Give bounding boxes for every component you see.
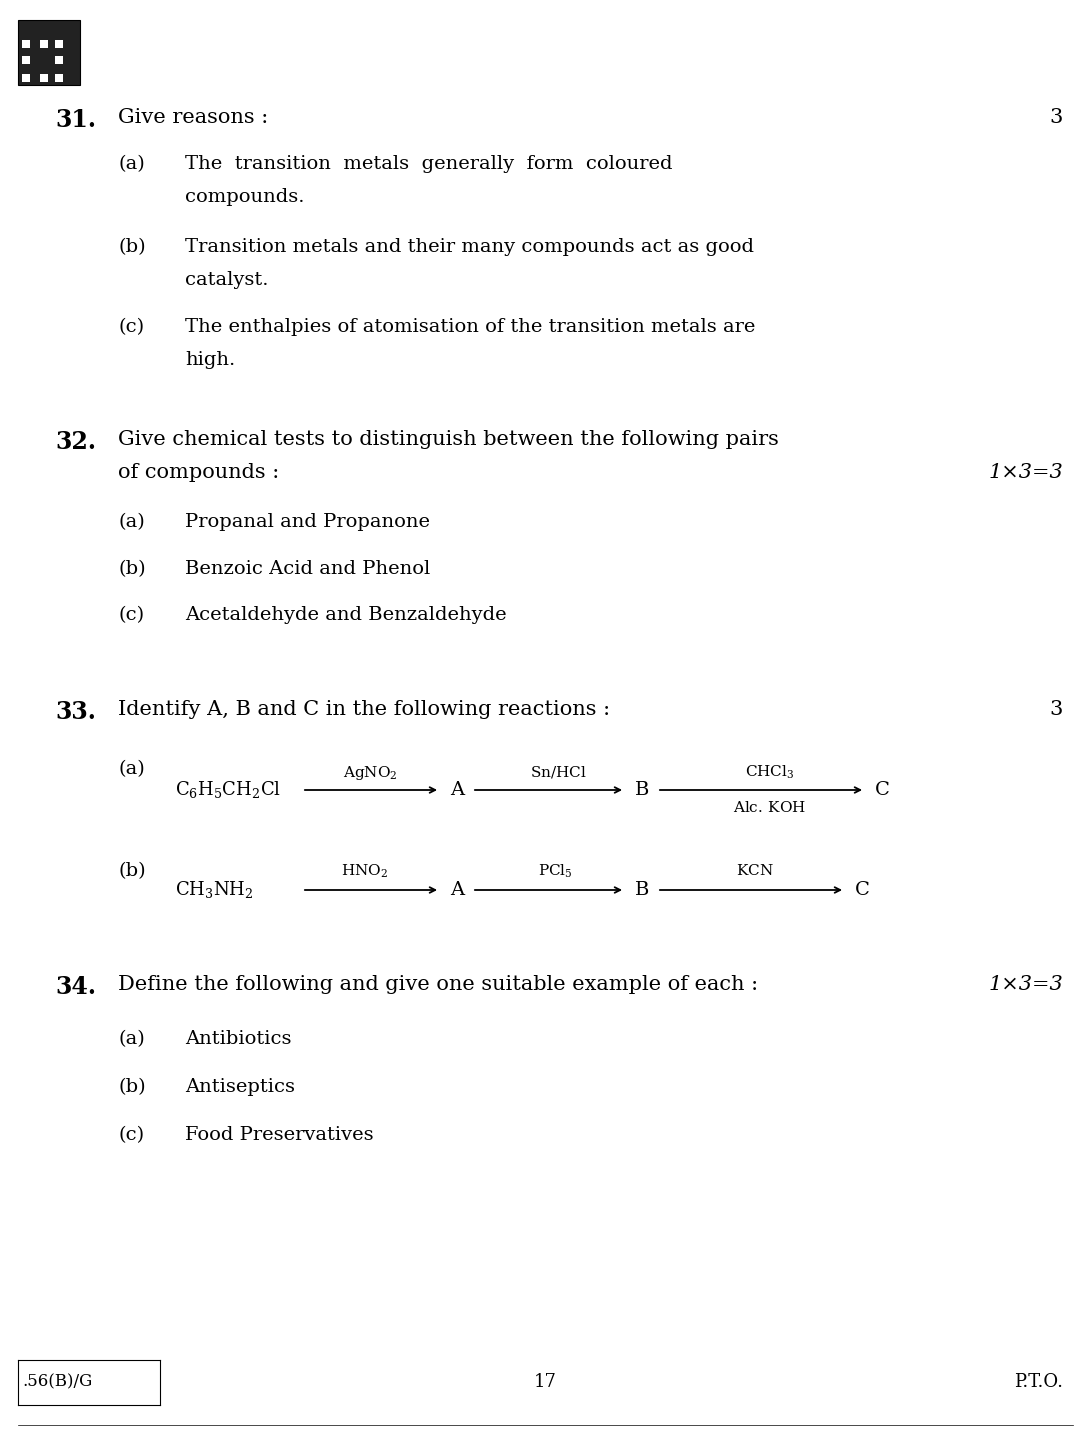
Text: The  transition  metals  generally  form  coloured: The transition metals generally form col…	[185, 155, 672, 173]
Text: Benzoic Acid and Phenol: Benzoic Acid and Phenol	[185, 561, 430, 578]
Text: $\mathregular{C_6H_5CH_2Cl}$: $\mathregular{C_6H_5CH_2Cl}$	[175, 779, 281, 801]
Bar	[40, 74, 48, 82]
Bar	[40, 40, 48, 48]
Text: $\mathregular{KCN}$: $\mathregular{KCN}$	[736, 863, 774, 879]
Text: 17: 17	[533, 1373, 556, 1392]
Text: 33.: 33.	[55, 699, 96, 724]
Text: $\mathregular{AgNO_2}$: $\mathregular{AgNO_2}$	[343, 764, 397, 782]
Text: 3: 3	[1050, 108, 1063, 127]
Text: Define the following and give one suitable example of each :: Define the following and give one suitab…	[118, 975, 758, 994]
Text: Identify A, B and C in the following reactions :: Identify A, B and C in the following rea…	[118, 699, 610, 720]
Text: .56(B)/G: .56(B)/G	[22, 1374, 93, 1390]
Text: (a): (a)	[118, 1030, 145, 1048]
Text: $\mathregular{Sn/HCl}$: $\mathregular{Sn/HCl}$	[529, 764, 586, 780]
Text: Give chemical tests to distinguish between the following pairs: Give chemical tests to distinguish betwe…	[118, 431, 779, 449]
Text: 34.: 34.	[55, 975, 96, 998]
Text: (c): (c)	[118, 318, 144, 337]
Text: 3: 3	[1050, 699, 1063, 720]
Text: A: A	[449, 780, 464, 799]
Text: Antiseptics: Antiseptics	[185, 1078, 295, 1095]
Text: (c): (c)	[118, 1126, 144, 1144]
Bar	[22, 56, 29, 64]
Text: Antibiotics: Antibiotics	[185, 1030, 291, 1048]
Text: $\mathregular{Alc.\,KOH}$: $\mathregular{Alc.\,KOH}$	[733, 801, 806, 815]
Text: (b): (b)	[118, 863, 145, 880]
Text: $\mathregular{HNO_2}$: $\mathregular{HNO_2}$	[341, 863, 388, 880]
Text: (a): (a)	[118, 760, 145, 777]
Text: $\mathregular{CH_3NH_2}$: $\mathregular{CH_3NH_2}$	[175, 880, 254, 900]
Text: (c): (c)	[118, 605, 144, 624]
Text: compounds.: compounds.	[185, 188, 304, 207]
Text: $\mathregular{PCl_5}$: $\mathregular{PCl_5}$	[538, 863, 573, 880]
Text: P.T.O.: P.T.O.	[1014, 1373, 1063, 1392]
Bar	[55, 56, 63, 64]
Text: (b): (b)	[118, 1078, 145, 1095]
Text: (a): (a)	[118, 513, 145, 530]
Text: high.: high.	[185, 351, 236, 368]
Text: Food Preservatives: Food Preservatives	[185, 1126, 373, 1144]
Text: The enthalpies of atomisation of the transition metals are: The enthalpies of atomisation of the tra…	[185, 318, 755, 337]
Text: A: A	[449, 881, 464, 899]
Bar	[22, 40, 29, 48]
Text: B: B	[635, 881, 649, 899]
Text: 32.: 32.	[55, 431, 96, 454]
Text: B: B	[635, 780, 649, 799]
Text: Transition metals and their many compounds act as good: Transition metals and their many compoun…	[185, 238, 754, 256]
Text: (b): (b)	[118, 561, 145, 578]
Bar	[55, 74, 63, 82]
Text: $\mathregular{CHCl_3}$: $\mathregular{CHCl_3}$	[745, 764, 794, 782]
Text: 1×3=3: 1×3=3	[988, 462, 1063, 483]
Text: C: C	[875, 780, 890, 799]
Text: 31.: 31.	[55, 108, 96, 131]
Text: (a): (a)	[118, 155, 145, 173]
Text: (b): (b)	[118, 238, 145, 256]
Text: Propanal and Propanone: Propanal and Propanone	[185, 513, 430, 530]
Bar	[22, 74, 29, 82]
Text: Acetaldehyde and Benzaldehyde: Acetaldehyde and Benzaldehyde	[185, 605, 506, 624]
Bar	[17, 20, 80, 85]
Text: 1×3=3: 1×3=3	[988, 975, 1063, 994]
Text: catalyst.: catalyst.	[185, 272, 268, 289]
Text: Give reasons :: Give reasons :	[118, 108, 268, 127]
Text: C: C	[855, 881, 870, 899]
Text: of compounds :: of compounds :	[118, 462, 279, 483]
Bar	[55, 40, 63, 48]
